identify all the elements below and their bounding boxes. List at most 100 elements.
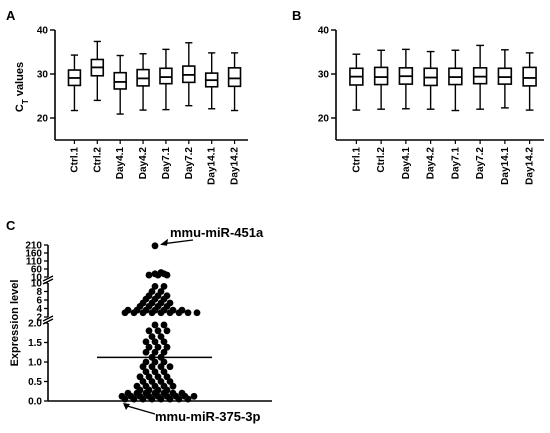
x-tick-label: Ctrl.2 [376,147,387,173]
x-tick-label: Day14.1 [500,147,511,185]
data-point [145,343,153,351]
data-point [145,373,153,381]
x-tick-label: Ctrl.1 [69,147,80,173]
x-tick-label: Day7.2 [475,147,486,180]
y-tick-label: 6 [36,296,42,307]
data-point [169,389,177,397]
y-tick-label: 1.0 [28,358,42,369]
box-iqr [522,66,537,87]
data-point [148,353,156,361]
data-point [154,373,162,381]
box-Ctrl.1 [349,53,364,111]
annotation-mmu-mir-451a: mmu-miR-451a [170,225,264,240]
data-point [166,299,174,307]
x-tick-label: Day4.2 [138,147,149,180]
y-tick-label: 20 [37,114,49,125]
data-point [142,338,150,346]
annotation-arrowhead-375 [123,403,130,411]
box-Day14.1 [204,52,219,110]
y-tick-label: 60 [31,265,43,276]
data-point [148,333,156,341]
y-tick-label: 0.0 [28,397,42,408]
data-point [163,327,171,335]
y-tick-label: 10 [31,279,43,290]
box-Day4.1 [113,54,127,115]
y-tick-label: 2 [36,313,42,324]
x-tick-label: Day7.1 [450,147,461,180]
y-tick-label: 110 [26,257,43,268]
data-point [151,283,159,290]
data-point [169,306,177,314]
y-tick-label: 40 [318,26,330,37]
data-point [154,343,162,351]
data-point [178,306,186,314]
data-point [193,309,201,317]
box-iqr [227,67,242,88]
y-axis-label-subscript: T [21,99,30,104]
data-point [151,368,159,376]
y-axis-label-rest: values [14,62,26,99]
box-Ctrl.1 [67,54,82,112]
panel-letter: A [6,8,16,23]
data-point [124,389,132,397]
box-iqr [159,67,173,85]
y-tick-label: 30 [318,70,330,81]
x-tick-label: Day7.2 [184,147,195,180]
panel-letter: B [292,8,301,23]
box-iqr [113,71,127,90]
data-point [163,292,171,300]
box-Day7.2 [472,44,488,110]
box-Day14.2 [522,52,537,111]
box-Day4.2 [136,53,150,111]
data-point [184,309,192,317]
panel-letter: C [6,218,16,233]
data-point [136,373,144,381]
annotation-mmu-mir-375-3p: mmu-miR-375-3p [155,409,261,424]
data-point [151,348,159,356]
data-point [178,389,186,397]
axis-break-mark [42,278,54,285]
data-point [160,368,168,376]
y-tick-label: 0.5 [28,377,42,388]
axis-break-mark [42,275,54,282]
y-tick-label: 2.0 [28,319,42,330]
x-tick-label: Ctrl.1 [351,147,362,173]
data-point [145,327,153,335]
data-point [142,358,150,366]
x-tick-label: Day7.1 [161,147,172,180]
box-Day7.2 [182,42,196,107]
data-point [151,338,159,346]
axis-break-mark [42,318,54,325]
x-tick-label: Day14.2 [525,147,536,185]
data-point [163,343,171,351]
data-point [160,348,168,356]
box-Day14.1 [497,49,513,109]
y-tick-label: 20 [318,114,330,125]
data-point [124,306,132,314]
box-Day4.1 [398,48,414,110]
annotation-arrow-451a [162,239,194,245]
box-Day14.2 [227,52,242,112]
data-point [142,348,150,356]
panel-a: A 20 30 40 CT values Ctrl.1 Ctrl.2 Day4.1 Day4.2… [6,8,248,185]
x-tick-label: Day14.2 [230,147,241,185]
axis-break-mark [42,315,54,322]
data-point [154,327,162,335]
y-tick-label: 160 [25,249,42,260]
y-tick-label: 30 [37,70,49,81]
box-Day7.1 [159,48,173,111]
y-axis-label: Expression level [9,280,21,367]
x-tick-label: Day14.1 [207,147,218,185]
panel-c: C0.00.51.01.52.02468101060110160210Expre… [6,218,272,424]
box-Day4.2 [423,50,438,110]
y-tick-label: 1.5 [28,338,42,349]
x-tick-label: Ctrl.2 [92,147,103,173]
data-point [160,338,168,346]
panel-b: B 20 30 40 Ctrl.1 Ctrl.2 Day4.1 Day4.2 Day7.1 Day… [292,8,544,185]
data-point [160,283,168,290]
data-point [151,321,159,329]
y-tick-label: 210 [25,241,42,252]
data-point [151,270,159,278]
data-point [142,368,150,376]
